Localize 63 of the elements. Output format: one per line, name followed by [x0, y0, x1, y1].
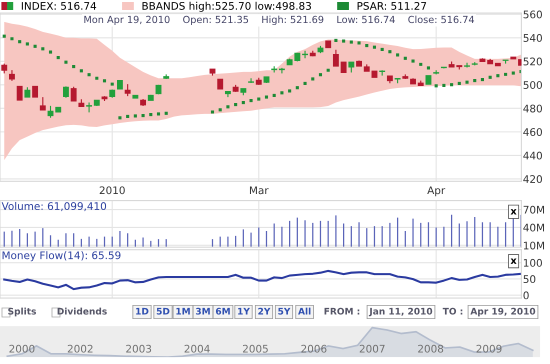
text: TO : — [442, 308, 462, 315]
y-tick-label: 460 — [523, 128, 542, 136]
text: Apr 19, 2010 — [470, 308, 536, 316]
legend-label: BBANDS high:525.70 low:498.83 — [142, 2, 311, 12]
x-tick-label: 2003 — [126, 344, 152, 353]
candlestick — [86, 102, 92, 113]
x-tick-label: 2004 — [184, 344, 210, 353]
candlestick — [1, 63, 8, 74]
text: FROM : — [324, 308, 360, 315]
annotation: x — [510, 258, 517, 264]
y-tick-label: 100 — [524, 258, 542, 267]
x-tick-label: 2002 — [68, 344, 92, 353]
candlestick — [348, 62, 354, 74]
annotation: Mon Apr 19, 2010 Open: 521.35 High: 521.69 Low: 516.74 Close: 516.74 — [84, 16, 474, 26]
y-tick-label: 0 — [523, 291, 529, 300]
candlestick — [24, 86, 30, 98]
x-tick-label: 2006 — [301, 344, 326, 353]
x-tick-label: 2009 — [476, 344, 502, 353]
candlestick — [70, 86, 77, 102]
text: Jan 11, 2010 — [368, 308, 432, 316]
candlestick — [9, 70, 15, 82]
y-tick-label: 420 — [523, 175, 542, 184]
y-tick-label: 520 — [524, 58, 542, 66]
line-series — [3, 270, 522, 290]
x-tick-label: 2007 — [360, 344, 385, 353]
y-tick-label: 480 — [523, 104, 542, 112]
candlestick — [63, 86, 69, 98]
chart-title: Money Flow(14): 65.59 — [2, 251, 120, 262]
text: 1Y — [238, 308, 250, 314]
y-tick-label: 440 — [523, 152, 542, 160]
text: 1D — [136, 308, 148, 314]
text: 1M — [176, 308, 190, 314]
candlestick — [124, 84, 131, 97]
legend-label: PSAR: 511.27 — [358, 2, 426, 10]
text: 5Y — [278, 308, 290, 315]
text: 5D — [156, 308, 170, 315]
annotation: x — [510, 209, 517, 214]
candlestick — [32, 86, 38, 98]
chart-title: Volume: 61,099,410 — [2, 202, 106, 212]
candlestick — [40, 96, 46, 111]
x-tick-label: Apr — [427, 186, 446, 196]
y-tick-label: 40M — [523, 224, 544, 232]
text: All — [298, 308, 310, 314]
text: 3M — [196, 308, 210, 315]
candlestick — [16, 86, 23, 101]
y-tick-label: 50 — [524, 275, 536, 284]
candlestick — [271, 66, 278, 74]
text: 6M — [216, 308, 230, 315]
text: Dividends — [58, 308, 107, 315]
x-tick-label: 2010 — [100, 186, 125, 194]
x-tick-label: Mar — [250, 186, 269, 194]
text: Splits — [8, 308, 36, 316]
y-tick-label: 10M — [524, 242, 544, 250]
text: 2Y — [258, 308, 270, 314]
y-tick-label: 560 — [524, 10, 542, 18]
candlestick — [48, 105, 54, 118]
legend-label: INDEX: 516.74 — [22, 2, 96, 10]
y-tick-label: 540 — [524, 34, 542, 42]
x-tick-label: 2005 — [242, 344, 268, 353]
x-tick-label: 2008 — [418, 344, 444, 353]
y-tick-label: 500 — [524, 81, 542, 89]
y-tick-label: 70M — [524, 206, 544, 214]
x-tick-label: 2000 — [9, 344, 34, 353]
